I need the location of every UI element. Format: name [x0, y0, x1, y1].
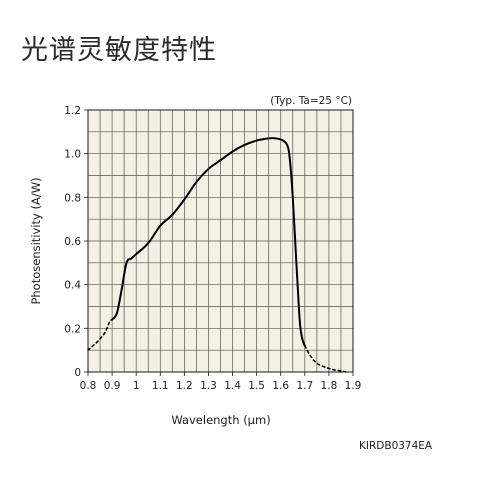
y-tick-labels: 0 0.2 0.4 0.6 0.8 1.0 1.2: [64, 105, 88, 379]
x-tick-label: 0.9: [104, 380, 121, 392]
y-tick-label: 0.6: [64, 236, 81, 248]
x-tick-label: 1.8: [321, 380, 338, 392]
x-tick-label: 1.6: [272, 380, 289, 392]
y-tick-label: 1.0: [64, 149, 81, 161]
x-tick-label: 1.3: [200, 380, 217, 392]
x-tick-label: 1.4: [224, 380, 241, 392]
x-axis-label: Wavelength (μm): [171, 413, 270, 427]
y-tick-label: 1.2: [64, 105, 81, 117]
y-axis-label: Photosensitivity (A/W): [29, 177, 43, 304]
x-tick-label: 1.5: [248, 380, 265, 392]
x-tick-label: 1: [133, 380, 140, 392]
sensitivity-curve-dashed: [304, 345, 347, 373]
sensitivity-curve-dashed: [87, 318, 113, 351]
condition-note: (Typ. Ta=25 °C): [270, 95, 352, 107]
y-tick-label: 0.8: [64, 192, 81, 204]
x-tick-labels: 0.8 0.9 1 1.1 1.2 1.3 1.4 1.5 1.6 1.7 1.8 1.9: [80, 372, 362, 392]
x-tick-label: 1.9: [345, 380, 362, 392]
y-tick-label: 0: [74, 367, 81, 379]
page-title: 光谱灵敏度特性: [21, 35, 217, 66]
grid: [87, 109, 354, 373]
y-tick-label: 0.4: [64, 280, 81, 292]
y-tick-label: 0.2: [64, 323, 81, 335]
curves: [87, 137, 347, 373]
x-tick-label: 1.2: [176, 380, 193, 392]
x-tick-label: 1.7: [296, 380, 313, 392]
document-code: KIRDB0374EA: [359, 440, 433, 452]
x-tick-label: 1.1: [152, 380, 169, 392]
x-tick-label: 0.8: [80, 380, 97, 392]
sensitivity-curve: [111, 137, 306, 347]
